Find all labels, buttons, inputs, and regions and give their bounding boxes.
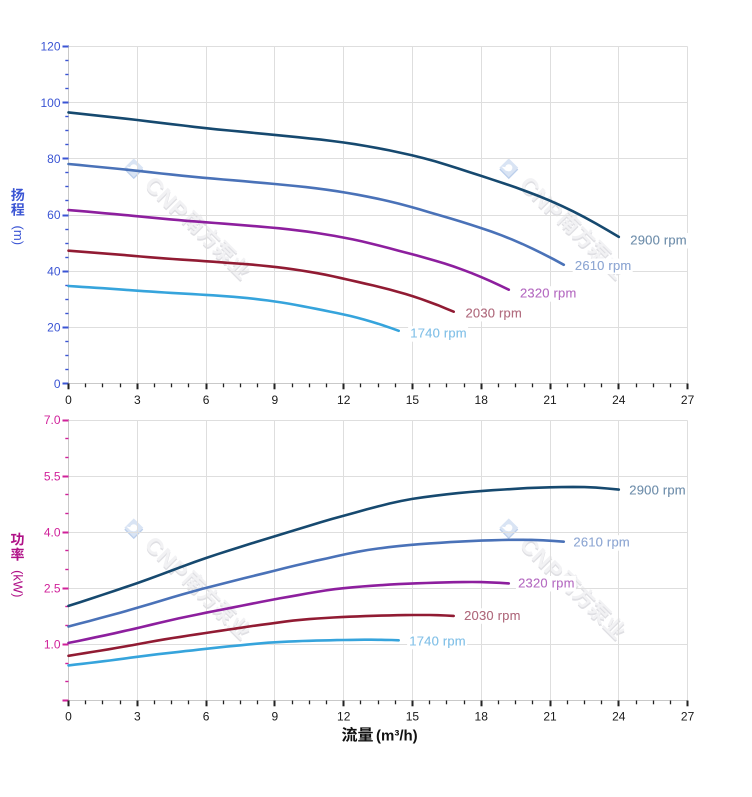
svg-text:12: 12 xyxy=(337,710,351,724)
svg-text:100: 100 xyxy=(40,96,60,110)
svg-text:12: 12 xyxy=(337,393,351,407)
svg-text:18: 18 xyxy=(475,393,489,407)
svg-text:(kW): (kW) xyxy=(11,570,26,597)
svg-text:(m³/h): (m³/h) xyxy=(376,728,418,745)
svg-text:21: 21 xyxy=(543,710,557,724)
svg-text:5.5: 5.5 xyxy=(44,469,61,483)
svg-text:20: 20 xyxy=(47,321,61,335)
svg-text:2320 rpm: 2320 rpm xyxy=(520,286,577,301)
svg-text:40: 40 xyxy=(47,264,61,278)
svg-text:6: 6 xyxy=(203,710,210,724)
svg-text:0: 0 xyxy=(65,710,72,724)
svg-text:9: 9 xyxy=(272,710,279,724)
svg-text:2610 rpm: 2610 rpm xyxy=(573,535,630,550)
svg-text:120: 120 xyxy=(40,40,60,54)
svg-text:27: 27 xyxy=(681,393,695,407)
svg-text:80: 80 xyxy=(47,152,61,166)
svg-text:2030 rpm: 2030 rpm xyxy=(466,305,523,320)
svg-text:3: 3 xyxy=(134,393,141,407)
svg-text:2030 rpm: 2030 rpm xyxy=(466,305,523,320)
svg-text:2900 rpm: 2900 rpm xyxy=(629,483,686,498)
svg-text:18: 18 xyxy=(475,710,489,724)
svg-text:24: 24 xyxy=(612,393,626,407)
svg-text:1740 rpm: 1740 rpm xyxy=(410,326,467,341)
svg-text:2610 rpm: 2610 rpm xyxy=(573,535,630,550)
svg-text:2320 rpm: 2320 rpm xyxy=(520,286,577,301)
svg-text:2030 rpm: 2030 rpm xyxy=(464,608,521,623)
svg-text:0: 0 xyxy=(54,377,61,391)
svg-text:2610 rpm: 2610 rpm xyxy=(575,258,632,273)
svg-text:2320 rpm: 2320 rpm xyxy=(518,576,575,591)
svg-text:2900 rpm: 2900 rpm xyxy=(630,233,687,248)
svg-text:1740 rpm: 1740 rpm xyxy=(409,633,466,648)
svg-text:2900 rpm: 2900 rpm xyxy=(629,483,686,498)
svg-text:6: 6 xyxy=(203,393,210,407)
svg-text:2030 rpm: 2030 rpm xyxy=(464,608,521,623)
svg-text:1740 rpm: 1740 rpm xyxy=(410,326,467,341)
svg-text:3: 3 xyxy=(134,710,141,724)
svg-text:2320 rpm: 2320 rpm xyxy=(518,576,575,591)
svg-text:2900 rpm: 2900 rpm xyxy=(630,233,687,248)
svg-text:0: 0 xyxy=(65,393,72,407)
svg-text:2610 rpm: 2610 rpm xyxy=(575,258,632,273)
svg-text:(m): (m) xyxy=(11,226,26,246)
svg-text:7.0: 7.0 xyxy=(44,413,61,427)
svg-text:24: 24 xyxy=(612,710,626,724)
svg-text:27: 27 xyxy=(681,710,695,724)
svg-text:1.0: 1.0 xyxy=(44,638,61,652)
svg-text:9: 9 xyxy=(272,393,279,407)
svg-text:2.5: 2.5 xyxy=(44,582,61,596)
svg-text:21: 21 xyxy=(543,393,557,407)
svg-text:60: 60 xyxy=(47,208,61,222)
svg-text:15: 15 xyxy=(406,710,420,724)
svg-text:4.0: 4.0 xyxy=(44,525,61,539)
svg-text:15: 15 xyxy=(406,393,420,407)
svg-text:1740 rpm: 1740 rpm xyxy=(409,633,466,648)
